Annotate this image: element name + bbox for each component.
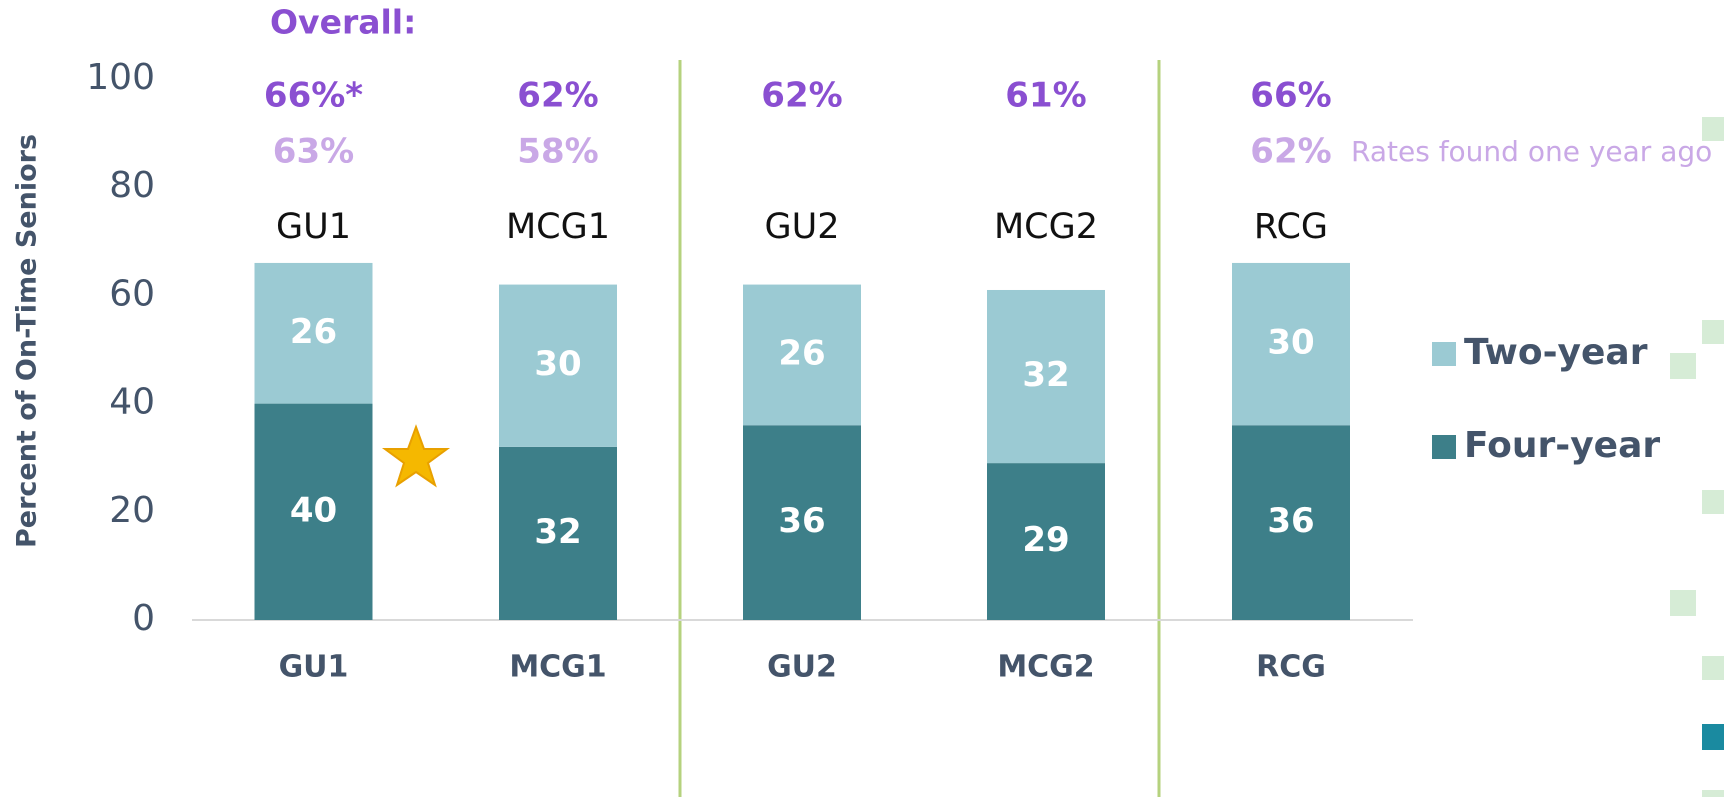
y-tick-label: 100 [86,57,155,98]
bar-segment [499,446,617,620]
bar-header: MCG2 [994,207,1098,247]
bar-segment [987,289,1105,464]
legend-label: Four-year [1464,425,1660,466]
y-tick-label: 80 [109,165,155,206]
bar-value-label: 26 [290,312,337,352]
bar-segment [254,262,373,404]
legend-label: Two-year [1464,332,1648,373]
prior-label: 58% [517,132,598,172]
bar-segment [1232,262,1350,426]
legend-swatch [1432,342,1456,366]
bar-segment [254,403,373,620]
bar-value-label: 40 [290,490,337,530]
legend-swatch [1432,435,1456,459]
bar-header: GU2 [764,207,839,247]
x-tick-label: GU2 [767,650,837,685]
y-tick-label: 40 [109,382,155,423]
overall-label: 66% [1250,76,1331,116]
y-tick-label: 60 [109,273,155,314]
y-tick-label: 0 [132,598,155,639]
bar-value-label: 29 [1022,520,1069,560]
overall-label: 62% [761,76,842,116]
overall-label: 61% [1005,76,1086,116]
bar-value-label: 36 [1267,501,1314,541]
chart-title: Overall: [270,3,416,42]
bar-segment [1232,425,1350,620]
bar-header: RCG [1254,207,1328,247]
y-tick-label: 20 [109,490,155,531]
prior-note: Rates found one year ago [1351,135,1712,168]
bar-value-label: 32 [1022,355,1069,395]
edge-decor [1670,117,1724,797]
x-tick-label: MCG1 [509,650,606,685]
x-tick-label: MCG2 [997,650,1094,685]
bar-header: MCG1 [506,207,610,247]
bar-segment [987,463,1105,620]
bar-segment [743,284,861,426]
bar-value-label: 36 [778,501,825,541]
bar-value-label: 30 [1267,323,1314,363]
overall-label: 66%* [264,76,363,116]
bar-segment [743,425,861,620]
bar-header: GU1 [276,207,351,247]
bar-segment [499,284,617,447]
bar-value-label: 30 [534,344,581,384]
prior-label: 62% [1250,132,1331,172]
x-tick-label: GU1 [279,650,349,685]
y-axis-label: Percent of On-Time Seniors [12,134,43,548]
x-tick-label: RCG [1256,650,1326,685]
overall-label: 62% [517,76,598,116]
star [381,424,451,488]
bar-value-label: 26 [778,333,825,373]
bar-value-label: 32 [534,512,581,552]
prior-label: 63% [273,132,354,172]
